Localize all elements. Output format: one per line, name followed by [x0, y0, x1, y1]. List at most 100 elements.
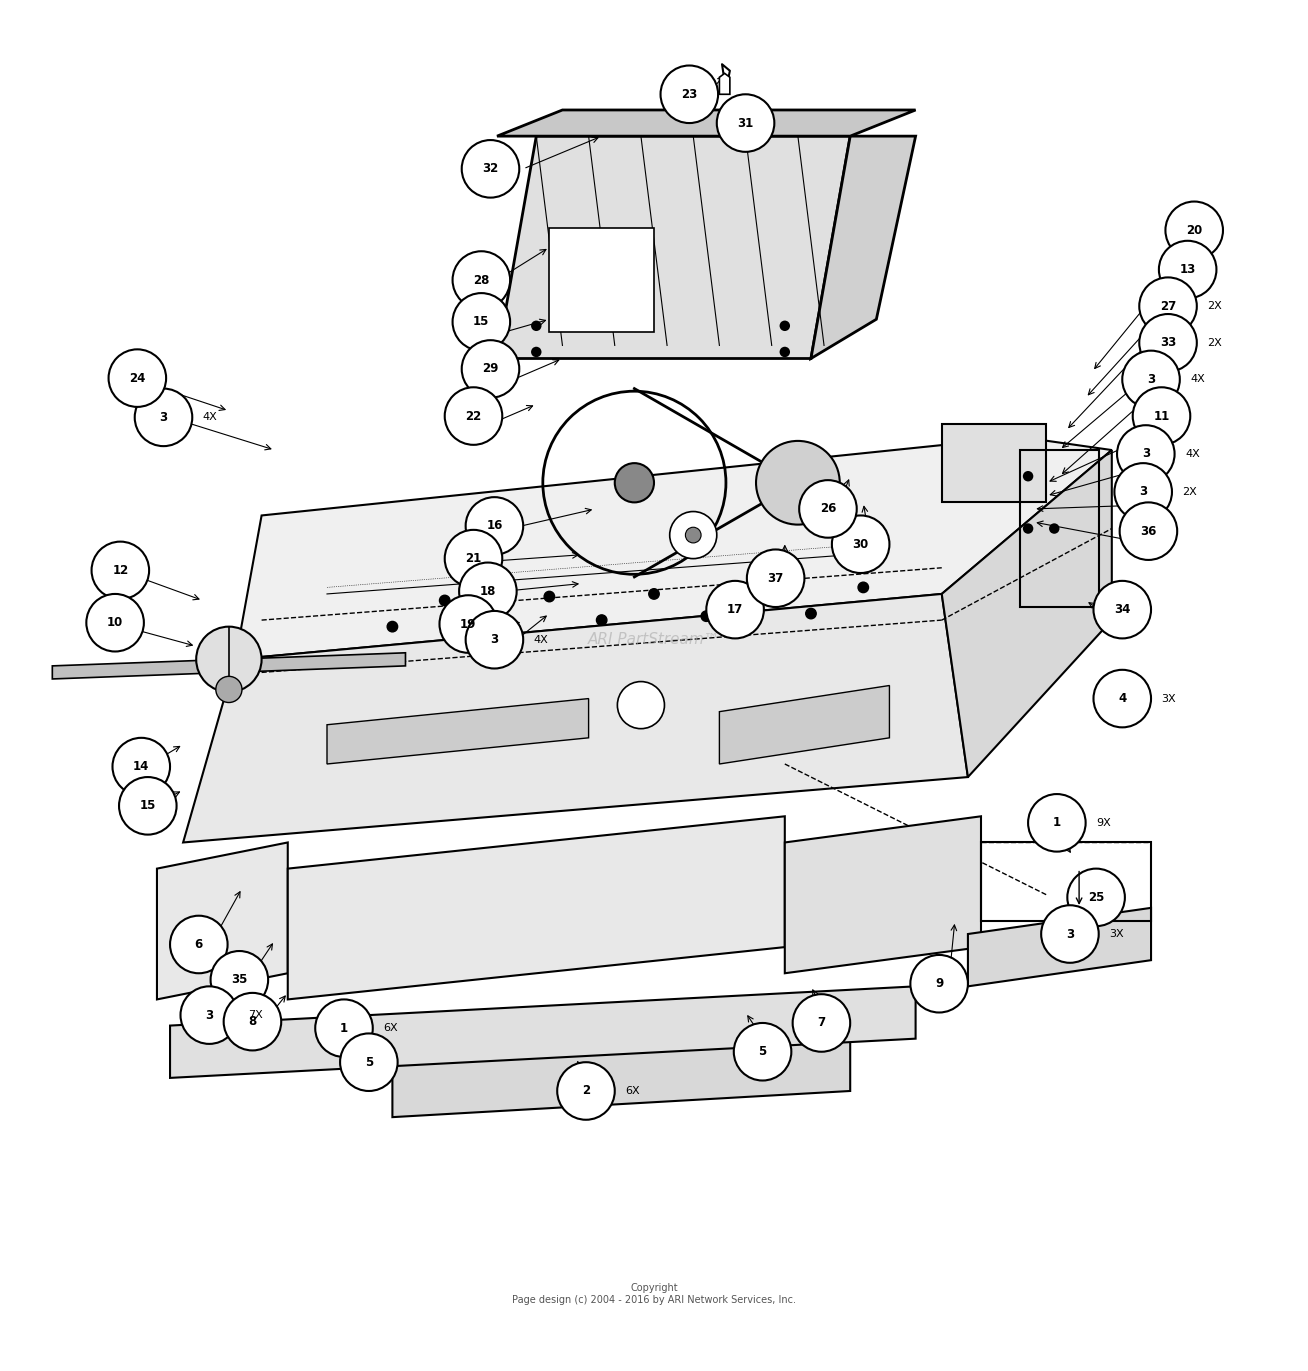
Circle shape — [1093, 581, 1151, 639]
Circle shape — [462, 340, 519, 398]
Circle shape — [112, 738, 170, 795]
Text: 21: 21 — [466, 553, 481, 565]
Text: 29: 29 — [483, 362, 498, 376]
Circle shape — [181, 986, 238, 1043]
Text: 17: 17 — [727, 603, 743, 616]
Text: 35: 35 — [232, 973, 247, 986]
Text: 32: 32 — [483, 162, 498, 175]
Polygon shape — [392, 1039, 850, 1117]
Text: Copyright
Page design (c) 2004 - 2016 by ARI Network Services, Inc.: Copyright Page design (c) 2004 - 2016 by… — [511, 1283, 797, 1305]
Polygon shape — [785, 816, 981, 973]
Text: 3X: 3X — [1162, 694, 1176, 703]
Polygon shape — [157, 842, 288, 999]
Polygon shape — [170, 986, 916, 1078]
Polygon shape — [183, 594, 968, 842]
Circle shape — [617, 681, 664, 728]
Text: 4: 4 — [1118, 692, 1126, 705]
Text: 2X: 2X — [1207, 337, 1222, 348]
Circle shape — [557, 1063, 615, 1120]
Text: 33: 33 — [1160, 336, 1176, 350]
Text: 23: 23 — [681, 88, 697, 101]
Circle shape — [1023, 524, 1033, 533]
Circle shape — [1041, 905, 1099, 962]
Polygon shape — [968, 908, 1151, 986]
Text: 3: 3 — [205, 1009, 213, 1021]
Text: 37: 37 — [768, 572, 783, 585]
Polygon shape — [497, 110, 916, 136]
Circle shape — [453, 293, 510, 351]
Text: 15: 15 — [140, 799, 156, 813]
Circle shape — [92, 542, 149, 599]
Circle shape — [780, 321, 790, 330]
Text: 12: 12 — [112, 563, 128, 577]
Circle shape — [445, 529, 502, 587]
Circle shape — [685, 528, 701, 543]
Circle shape — [86, 594, 144, 651]
Polygon shape — [288, 816, 785, 999]
Text: 28: 28 — [473, 274, 489, 287]
Text: 10: 10 — [107, 616, 123, 629]
Circle shape — [615, 463, 654, 502]
Circle shape — [910, 956, 968, 1013]
Text: 4X: 4X — [203, 413, 217, 422]
Text: 2: 2 — [582, 1084, 590, 1097]
Text: 3: 3 — [1142, 447, 1150, 461]
Polygon shape — [497, 136, 850, 358]
Circle shape — [544, 591, 555, 602]
Text: 27: 27 — [1160, 300, 1176, 313]
Circle shape — [196, 627, 262, 692]
Circle shape — [315, 999, 373, 1057]
Circle shape — [670, 511, 717, 558]
Text: 3: 3 — [1147, 373, 1155, 385]
Circle shape — [531, 321, 542, 330]
Circle shape — [119, 777, 177, 835]
Circle shape — [661, 66, 718, 123]
Text: 6X: 6X — [383, 1023, 398, 1034]
Text: 5: 5 — [365, 1056, 373, 1069]
Text: 6X: 6X — [625, 1086, 640, 1095]
Circle shape — [492, 617, 502, 628]
Circle shape — [596, 614, 607, 625]
Polygon shape — [235, 437, 1112, 659]
Text: 6: 6 — [195, 938, 203, 951]
Text: 20: 20 — [1186, 223, 1202, 237]
Circle shape — [445, 387, 502, 444]
Text: 22: 22 — [466, 410, 481, 422]
Polygon shape — [811, 136, 916, 358]
Circle shape — [224, 993, 281, 1050]
Text: 5: 5 — [759, 1045, 766, 1058]
Circle shape — [109, 350, 166, 407]
Circle shape — [211, 951, 268, 1009]
Text: ARI PartStream™: ARI PartStream™ — [589, 632, 719, 647]
Text: 3: 3 — [1139, 485, 1147, 499]
Circle shape — [340, 1034, 398, 1091]
Text: 2X: 2X — [1182, 487, 1197, 496]
Circle shape — [806, 609, 816, 618]
Polygon shape — [942, 450, 1112, 777]
Circle shape — [717, 95, 774, 152]
Polygon shape — [549, 228, 654, 332]
Circle shape — [462, 140, 519, 197]
Circle shape — [1023, 472, 1033, 481]
Text: 14: 14 — [133, 760, 149, 773]
Polygon shape — [327, 699, 589, 764]
Text: 16: 16 — [487, 520, 502, 532]
Circle shape — [799, 480, 857, 537]
Circle shape — [453, 251, 510, 308]
Circle shape — [858, 583, 869, 592]
Text: 1: 1 — [1053, 816, 1061, 829]
Polygon shape — [719, 686, 889, 764]
Text: 24: 24 — [129, 372, 145, 385]
Circle shape — [439, 595, 497, 653]
Polygon shape — [942, 424, 1046, 502]
Circle shape — [1122, 351, 1180, 409]
Text: 2X: 2X — [1207, 302, 1222, 311]
Text: 3: 3 — [1066, 928, 1074, 941]
Text: 30: 30 — [853, 537, 869, 551]
Text: 7: 7 — [818, 1016, 825, 1030]
Text: 19: 19 — [460, 617, 476, 631]
Circle shape — [701, 611, 712, 621]
Circle shape — [439, 595, 450, 606]
Text: 15: 15 — [473, 315, 489, 329]
Polygon shape — [52, 653, 405, 679]
